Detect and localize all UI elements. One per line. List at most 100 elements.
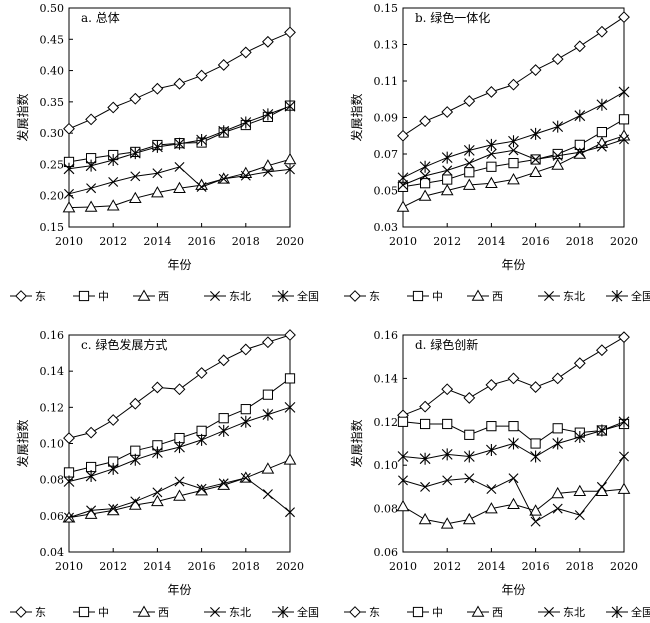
data-point bbox=[284, 373, 296, 384]
data-point bbox=[262, 489, 273, 500]
data-point bbox=[196, 134, 207, 147]
data-point bbox=[485, 86, 498, 98]
legend-item: 中 bbox=[407, 290, 443, 303]
series-line bbox=[68, 459, 291, 519]
data-point bbox=[285, 507, 295, 518]
data-point bbox=[419, 115, 432, 128]
legend-item: 中 bbox=[73, 290, 109, 303]
data-point bbox=[464, 158, 475, 169]
data-point bbox=[574, 510, 585, 521]
series-line bbox=[402, 16, 625, 137]
data-point bbox=[508, 135, 519, 148]
data-point bbox=[151, 494, 164, 507]
legend-label: 全国 bbox=[297, 605, 319, 619]
data-point bbox=[507, 372, 520, 385]
data-point bbox=[196, 433, 207, 446]
data-point bbox=[551, 372, 564, 385]
legend-label: 西 bbox=[492, 606, 503, 619]
data-point bbox=[396, 499, 410, 512]
legend-label: 东 bbox=[369, 606, 380, 619]
data-point bbox=[174, 161, 185, 172]
data-point bbox=[284, 26, 296, 39]
data-point bbox=[552, 503, 563, 514]
legend-marker bbox=[277, 290, 289, 302]
data-point bbox=[485, 502, 498, 514]
x-tick-label: 2016 bbox=[188, 235, 216, 248]
data-point bbox=[618, 85, 630, 98]
data-point bbox=[530, 127, 541, 140]
legend-label: 东北 bbox=[229, 290, 251, 303]
legend-label: 东 bbox=[35, 290, 46, 303]
data-point bbox=[218, 413, 229, 424]
data-point bbox=[196, 483, 207, 494]
x-tick-label: 2012 bbox=[433, 235, 461, 248]
data-point bbox=[463, 450, 475, 463]
panel-title: b. 绿色一体化 bbox=[415, 10, 490, 25]
data-point bbox=[441, 383, 454, 396]
data-point bbox=[418, 189, 432, 201]
data-point bbox=[464, 473, 475, 484]
y-tick-label: 0.15 bbox=[40, 221, 65, 234]
y-tick-label: 0.45 bbox=[40, 33, 65, 46]
data-point bbox=[173, 77, 186, 90]
legend-item: 全国 bbox=[272, 289, 319, 303]
legend-item: 东北 bbox=[538, 290, 585, 303]
y-tick-label: 0.09 bbox=[374, 112, 399, 125]
data-point bbox=[442, 165, 453, 176]
x-tick-label: 2018 bbox=[232, 560, 260, 573]
series-triangle bbox=[396, 482, 631, 529]
data-point bbox=[619, 134, 629, 145]
legend-marker bbox=[471, 605, 485, 617]
data-point bbox=[419, 160, 431, 173]
data-point bbox=[283, 152, 297, 165]
data-point bbox=[261, 35, 274, 48]
data-point bbox=[130, 171, 141, 182]
panel-title: d. 绿色创新 bbox=[415, 337, 478, 352]
series-line bbox=[402, 456, 625, 523]
data-point bbox=[63, 475, 75, 488]
legend-item: 西 bbox=[133, 605, 169, 619]
data-point bbox=[151, 381, 164, 394]
legend-item: 全国 bbox=[272, 605, 319, 619]
data-point bbox=[262, 108, 274, 121]
data-point bbox=[508, 145, 519, 156]
data-point bbox=[284, 100, 296, 113]
data-point bbox=[596, 424, 608, 437]
legend-item: 中 bbox=[73, 606, 109, 619]
data-point bbox=[151, 186, 164, 198]
series-triangle bbox=[396, 129, 631, 212]
data-point bbox=[129, 453, 141, 466]
data-point bbox=[85, 113, 98, 126]
series-diamond bbox=[397, 11, 630, 142]
data-point bbox=[151, 82, 164, 95]
panel-title: c. 绿色发展方式 bbox=[81, 337, 167, 352]
data-point bbox=[529, 504, 542, 516]
data-point bbox=[108, 176, 119, 187]
data-point bbox=[195, 367, 208, 379]
y-tick-label: 0.20 bbox=[40, 190, 65, 203]
data-point bbox=[552, 150, 563, 161]
data-point bbox=[440, 183, 454, 196]
data-point bbox=[618, 114, 630, 125]
x-tick-label: 2010 bbox=[55, 560, 83, 573]
legend-label: 东北 bbox=[563, 290, 585, 303]
y-tick-label: 0.05 bbox=[374, 185, 399, 198]
x-tick-label: 2010 bbox=[55, 235, 83, 248]
y-tick-label: 0.10 bbox=[374, 459, 399, 472]
y-axis-label: 发展指数 bbox=[15, 419, 30, 467]
legend-label: 东北 bbox=[229, 606, 251, 619]
legend-item: 西 bbox=[467, 605, 503, 619]
data-point bbox=[486, 138, 497, 151]
data-point bbox=[106, 503, 120, 516]
legend-label: 西 bbox=[158, 290, 169, 303]
legend-label: 中 bbox=[98, 606, 109, 619]
data-point bbox=[573, 357, 586, 370]
data-point bbox=[129, 147, 141, 160]
data-point bbox=[574, 430, 586, 443]
legend-label: 东 bbox=[35, 606, 46, 619]
data-point bbox=[442, 174, 453, 185]
x-tick-label: 2018 bbox=[232, 235, 260, 248]
data-point bbox=[173, 489, 186, 501]
data-point bbox=[552, 120, 564, 133]
series-triangle bbox=[62, 152, 297, 213]
